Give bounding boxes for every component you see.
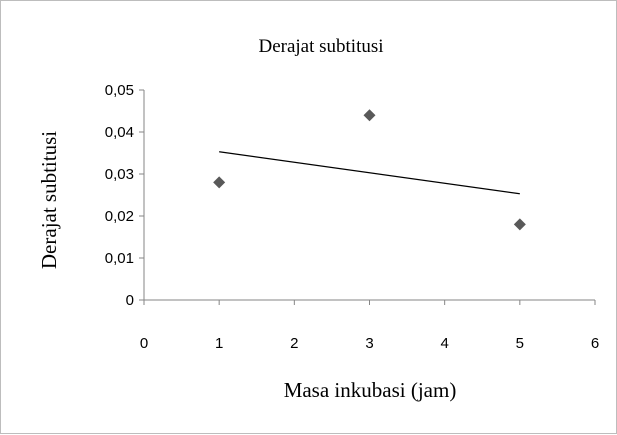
y-axis-title: Derajat subtitusi — [37, 131, 61, 269]
x-tick-label: 5 — [516, 335, 524, 352]
data-point — [513, 218, 526, 231]
data-point — [213, 176, 226, 189]
trendline — [219, 151, 520, 195]
x-tick-label: 4 — [440, 335, 448, 352]
data-point — [363, 109, 376, 122]
x-tick-label: 2 — [290, 335, 298, 352]
y-tick-label: 0 — [126, 292, 134, 309]
y-tick-label: 0,02 — [105, 208, 134, 225]
y-tick-label: 0,01 — [105, 250, 134, 267]
y-tick-label: 0,03 — [105, 166, 134, 183]
data-points — [213, 109, 526, 231]
x-axis-title: Masa inkubasi (jam) — [284, 378, 457, 402]
x-tick-label: 0 — [140, 335, 148, 352]
x-tick-label: 1 — [215, 335, 223, 352]
axes — [139, 89, 596, 305]
x-tick-label: 6 — [591, 335, 599, 352]
tick-labels: 0 0,01 0,02 0,03 0,04 0,05 0 1 2 3 4 5 6 — [105, 82, 599, 352]
y-tick-label: 0,05 — [105, 82, 134, 99]
chart-title: Derajat subtitusi — [258, 36, 383, 57]
y-tick-label: 0,04 — [105, 124, 134, 141]
x-tick-label: 3 — [365, 335, 373, 352]
trendline-group — [219, 151, 520, 195]
